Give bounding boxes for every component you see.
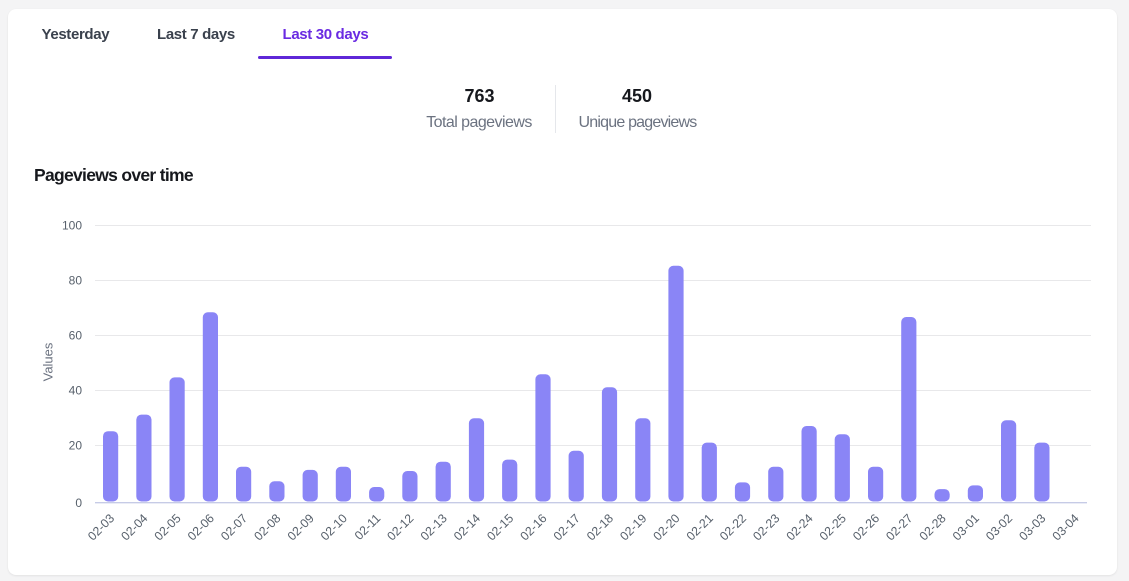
svg-text:02-05: 02-05 — [152, 511, 184, 543]
svg-text:02-28: 02-28 — [917, 511, 949, 543]
svg-text:100: 100 — [62, 219, 82, 233]
svg-text:02-24: 02-24 — [784, 511, 816, 543]
svg-text:80: 80 — [69, 274, 83, 288]
svg-text:02-23: 02-23 — [750, 511, 782, 543]
svg-text:02-20: 02-20 — [650, 511, 682, 543]
svg-text:03-03: 03-03 — [1016, 511, 1048, 543]
svg-text:02-19: 02-19 — [617, 511, 649, 543]
svg-text:02-08: 02-08 — [251, 511, 283, 543]
svg-text:02-06: 02-06 — [185, 511, 217, 543]
svg-text:03-01: 03-01 — [950, 511, 982, 543]
svg-text:02-14: 02-14 — [451, 511, 483, 543]
svg-text:02-11: 02-11 — [352, 511, 384, 543]
svg-text:Values: Values — [41, 342, 56, 381]
svg-text:60: 60 — [69, 329, 83, 343]
svg-text:02-22: 02-22 — [717, 511, 749, 543]
svg-text:03-04: 03-04 — [1050, 511, 1082, 543]
svg-text:02-25: 02-25 — [817, 511, 849, 543]
svg-text:02-10: 02-10 — [318, 511, 350, 543]
svg-text:20: 20 — [69, 439, 83, 453]
svg-text:02-03: 02-03 — [85, 511, 117, 543]
svg-text:02-17: 02-17 — [551, 511, 583, 543]
svg-text:03-02: 03-02 — [983, 511, 1015, 543]
svg-text:02-27: 02-27 — [883, 511, 915, 543]
svg-text:40: 40 — [69, 384, 83, 398]
svg-text:02-15: 02-15 — [484, 511, 516, 543]
svg-text:02-12: 02-12 — [384, 511, 416, 543]
svg-text:02-21: 02-21 — [684, 511, 716, 543]
svg-text:02-26: 02-26 — [850, 511, 882, 543]
svg-text:02-16: 02-16 — [517, 511, 549, 543]
svg-text:02-09: 02-09 — [285, 511, 317, 543]
svg-text:02-07: 02-07 — [218, 511, 250, 543]
svg-text:02-13: 02-13 — [418, 511, 450, 543]
svg-text:0: 0 — [75, 496, 82, 510]
svg-text:02-04: 02-04 — [118, 511, 150, 543]
svg-text:02-18: 02-18 — [584, 511, 616, 543]
